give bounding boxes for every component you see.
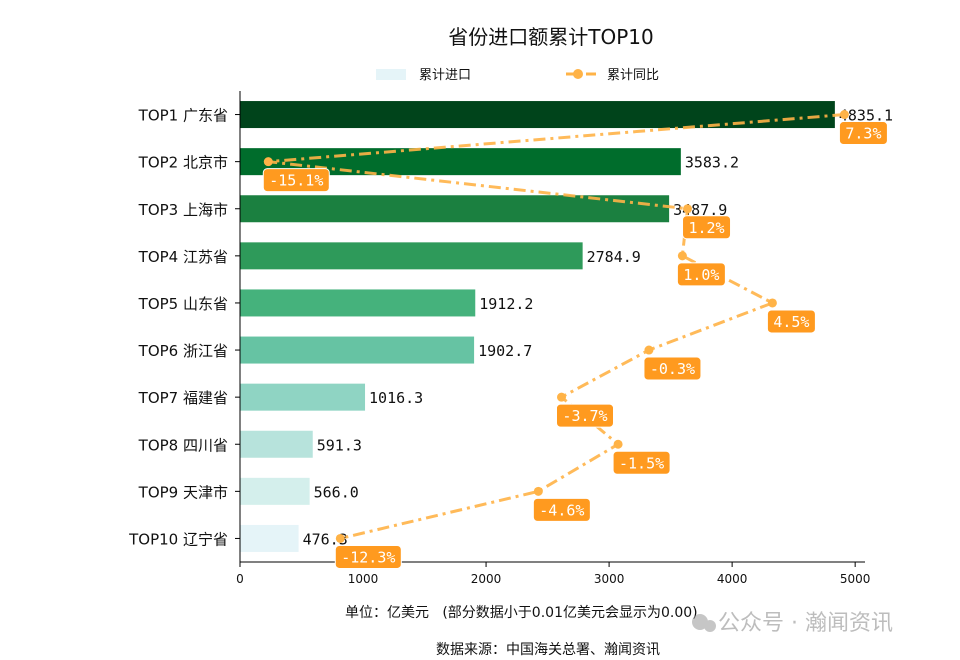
category-label: TOP7 福建省	[138, 389, 228, 407]
category-label: TOP3 上海市	[138, 201, 228, 219]
legend-label-line: 累计同比	[607, 68, 659, 83]
source-note: 数据来源：中国海关总署、瀚闻资讯	[436, 642, 660, 658]
yoy-label-box	[682, 215, 732, 240]
category-label: TOP2 北京市	[138, 154, 228, 172]
chart-title: 省份进口额累计TOP10	[448, 25, 653, 49]
legend-marker	[573, 69, 583, 79]
yoy-label-box	[612, 450, 671, 475]
yoy-label: 1.0%	[683, 266, 719, 284]
yoy-label-box	[676, 262, 726, 287]
bar-value-label: 1902.7	[478, 342, 532, 360]
yoy-marker	[677, 251, 687, 261]
yoy-marker	[533, 486, 543, 496]
bar-value-label: 1912.2	[479, 295, 533, 313]
yoy-label-box	[556, 403, 615, 428]
category-label: TOP1 广东省	[138, 107, 228, 125]
bar	[240, 383, 366, 411]
yoy-label-box	[766, 309, 816, 334]
yoy-label: 1.2%	[688, 219, 724, 237]
yoy-label-box	[334, 544, 402, 569]
bar	[240, 101, 835, 129]
yoy-marker	[335, 533, 345, 543]
category-label: TOP9 天津市	[138, 483, 228, 501]
x-axis-label: 单位：亿美元 (部分数据小于0.01亿美元会显示为0.00)	[345, 605, 698, 621]
yoy-line	[268, 113, 845, 540]
legend: 累计进口 累计同比	[376, 68, 659, 83]
yoy-label-box	[838, 121, 888, 146]
yoy-marker	[683, 204, 693, 214]
x-tick-label: 3000	[594, 572, 625, 586]
x-tick-label: 2000	[471, 572, 502, 586]
x-tick-label: 1000	[348, 572, 379, 586]
category-label: TOP10 辽宁省	[128, 530, 228, 548]
yoy-label: -1.5%	[619, 454, 664, 472]
yoy-marker	[613, 439, 623, 449]
yoy-marker	[263, 157, 273, 167]
bar	[240, 477, 310, 505]
yoy-label: -3.7%	[562, 407, 607, 425]
bar-value-label: 1016.3	[369, 389, 423, 407]
yoy-label: -0.3%	[650, 360, 695, 378]
legend-label-bar: 累计进口	[419, 68, 471, 83]
category-label: TOP4 江苏省	[138, 248, 228, 266]
yoy-marker	[644, 345, 654, 355]
bar	[240, 336, 475, 364]
bar	[240, 289, 476, 317]
bar-value-label: 566.0	[314, 483, 359, 501]
bar-value-label: 591.3	[317, 436, 362, 454]
bar-value-label: 4835.1	[839, 107, 893, 125]
bar-value-label: 2784.9	[587, 248, 641, 266]
bar-value-label: 476.3	[303, 530, 348, 548]
yoy-label-box	[262, 168, 330, 193]
bar	[240, 430, 313, 458]
yoy-label-box	[532, 497, 591, 522]
yoy-label: 7.3%	[845, 125, 881, 143]
yoy-marker	[767, 298, 777, 308]
x-tick-label: 0	[236, 572, 244, 586]
legend-swatch-bar	[376, 69, 406, 80]
watermark-text: 公众号 · 瀚闻资讯	[718, 611, 893, 636]
category-label: TOP5 山东省	[138, 295, 228, 313]
yoy-label-box	[643, 356, 702, 381]
yoy-marker	[557, 392, 567, 402]
yoy-label: 4.5%	[773, 313, 809, 331]
yoy-marker	[839, 110, 849, 120]
bar	[240, 242, 583, 270]
bar-value-label: 3583.2	[685, 154, 739, 172]
yoy-label: -4.6%	[539, 501, 584, 519]
yoy-label: -15.1%	[269, 172, 323, 190]
watermark: 公众号 · 瀚闻资讯	[692, 611, 893, 636]
bar	[240, 195, 670, 223]
category-label: TOP6 浙江省	[138, 342, 228, 360]
bar	[240, 524, 299, 552]
category-label: TOP8 四川省	[138, 436, 228, 454]
x-tick-label: 4000	[717, 572, 748, 586]
x-tick-label: 5000	[840, 572, 871, 586]
yoy-label: -12.3%	[341, 548, 395, 566]
